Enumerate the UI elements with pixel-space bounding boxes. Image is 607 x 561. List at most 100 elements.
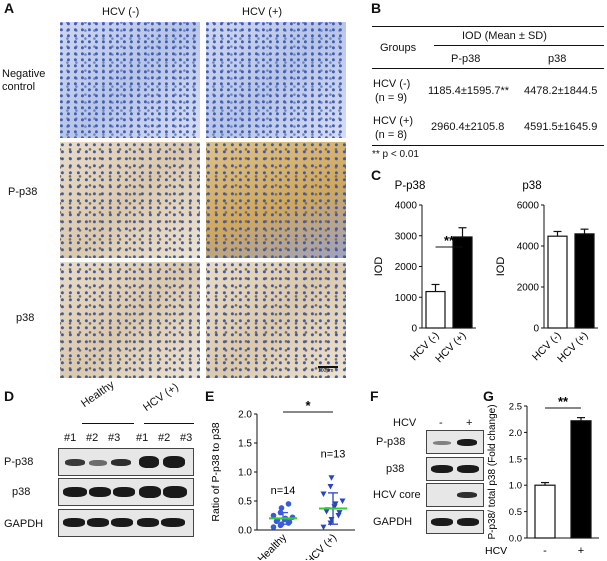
row-label-p38: p38: [16, 312, 35, 324]
chart-pp38-bar: [452, 236, 473, 329]
blot-d-gapdh: [58, 509, 194, 537]
chart-fold-y-label: P-p38/ total p38 (Fold change): [487, 404, 498, 539]
table-row-1-pp38: 1185.4±1595.7**: [428, 85, 510, 97]
scatter-point-hcv: [320, 491, 327, 498]
blot-row-label-p38: p38: [12, 486, 31, 498]
scatter-point-healthy: [270, 524, 277, 530]
chart-pp38-y-tick-label: 3000: [395, 231, 418, 242]
panel-g-label: G: [483, 388, 494, 404]
blot-d-p38: [58, 478, 194, 506]
table-row-1-p38: 4478.2±1844.5: [524, 85, 598, 97]
blot-f-sign-pos: +: [466, 417, 473, 429]
scatter-y-tick-label: 1.0: [238, 468, 252, 479]
group-label-hcv-pos: HCV (+): [141, 381, 181, 414]
chart-fold-bar: [570, 420, 592, 539]
col-header-hcv-neg: HCV (-): [102, 6, 140, 18]
ihc-image-pp38-hcv-neg: [60, 142, 200, 258]
scatter-y-tick-label: 1.5: [238, 439, 252, 450]
ihc-image-neg-ctrl-hcv-neg: [60, 22, 200, 138]
blot-d-pp38: [58, 448, 194, 476]
chart-pp38-title: P-p38: [395, 180, 426, 192]
blot-f-p38: [426, 457, 484, 481]
scatter-x-tick-label: Healthy: [255, 531, 289, 560]
ihc-image-neg-ctrl-hcv-pos: [206, 22, 346, 138]
group-label-healthy: Healthy: [79, 378, 117, 410]
chart-p38-y-tick-label: 2000: [517, 283, 540, 294]
blot-f-label-pp38: P-p38: [376, 436, 406, 448]
scatter-n-label: n=13: [321, 449, 346, 461]
blot-f-sign-neg: -: [439, 417, 443, 429]
scatter-point-hcv: [336, 510, 343, 516]
table-header-pp38: P-p38: [451, 53, 481, 65]
group-underline-hcv: [144, 423, 194, 424]
panel-c-label: C: [371, 167, 382, 183]
table-row-1-n: (n = 9): [375, 92, 408, 104]
scatter-y-tick-label: 0.5: [238, 497, 252, 508]
blot-row-label-pp38: P-p38: [4, 456, 34, 468]
ihc-image-p38-hcv-pos: [206, 262, 346, 378]
chart-p38-title: p38: [522, 180, 541, 192]
blot-f-header: HCV: [393, 417, 417, 429]
scatter-point-hcv: [328, 475, 335, 481]
table-top-rule: [372, 26, 604, 27]
lane-label: #2: [86, 432, 99, 444]
lane-label: #3: [180, 432, 193, 444]
scatter-n-label: n=14: [271, 485, 296, 497]
scale-bar: [318, 366, 338, 368]
scatter-point-hcv: [320, 524, 327, 531]
table-bottom-rule: [372, 145, 604, 146]
chart-fold-y-tick-label: 0.0: [509, 534, 522, 545]
scale-bar-label: 100μm: [318, 368, 334, 374]
lane-label: #1: [136, 432, 149, 444]
blot-f-label-gapdh: GAPDH: [373, 516, 413, 528]
chart-fold-y-tick-label: 2.5: [509, 402, 522, 413]
scatter-point-hcv: [327, 520, 334, 527]
chart-p38-bar: [574, 233, 595, 329]
scatter-point-healthy: [270, 512, 277, 519]
ihc-image-pp38-hcv-pos: [206, 142, 346, 258]
panel-e-chart: 0.0 0.5 1.0 1.5 2.0 Ratio of P-p38 to p38 n=14…: [210, 398, 355, 560]
table-footnote: ** p < 0.01: [372, 149, 419, 160]
scatter-x-tick-label: HCV (+): [304, 532, 340, 560]
scatter-sig-mark: *: [305, 398, 311, 413]
chart-fold-y-tick-label: 1.0: [509, 481, 522, 492]
table-row-2-p38: 4591.5±1645.9: [524, 121, 598, 133]
panel-d-label: D: [4, 388, 15, 404]
panel-f-label: F: [370, 388, 379, 404]
blot-f-label-p38: p38: [386, 463, 405, 475]
lane-label: #2: [158, 432, 171, 444]
panel-e-label: E: [205, 388, 215, 404]
scatter-y-tick-label: 0.0: [238, 526, 252, 537]
chart-p38-bar: [547, 235, 568, 329]
panel-g-chart: 0.0 0.5 1.0 1.5 2.0 2.5 ** P-p38/ total p38 (Fo…: [485, 394, 599, 557]
row-label-pp38: P-p38: [8, 186, 38, 198]
lane-label: #1: [64, 432, 77, 444]
table-header-rule: [372, 68, 604, 69]
chart-p38-y-tick-label: 0: [533, 324, 539, 335]
panel-b-label: B: [371, 0, 382, 16]
chart-fold-x-tick-label: +: [578, 545, 584, 557]
chart-p38-y-tick-label: 6000: [517, 201, 540, 212]
scatter-y-label: Ratio of P-p38 to p38: [210, 422, 222, 521]
chart-p38-y-tick-label: 4000: [517, 242, 540, 253]
group-underline-healthy: [82, 423, 134, 424]
chart-pp38-y-tick-label: 2000: [395, 262, 418, 273]
chart-fold-bar: [534, 484, 556, 539]
chart-fold-y-tick-label: 2.0: [509, 428, 522, 439]
scatter-point-healthy: [278, 505, 285, 511]
table-header-p38: p38: [548, 53, 567, 65]
blot-f-gapdh: [426, 510, 484, 534]
chart-fold-y-tick-label: 1.5: [509, 454, 522, 465]
chart-fold-sig-mark: **: [558, 394, 569, 409]
scatter-point-hcv: [335, 513, 342, 519]
table-header-iod: IOD (Mean ± SD): [462, 30, 547, 42]
table-row-2-pp38: 2960.4±2105.8: [431, 121, 505, 133]
chart-fold-y-tick-label: 0.5: [509, 507, 522, 518]
chart-pp38-y-tick-label: 4000: [395, 201, 418, 212]
scatter-point-hcv: [327, 484, 334, 490]
table-row-2-n: (n = 8): [375, 129, 408, 141]
table-header-groups: Groups: [380, 42, 417, 54]
chart-pp38-y-tick-label: 1000: [395, 293, 418, 304]
